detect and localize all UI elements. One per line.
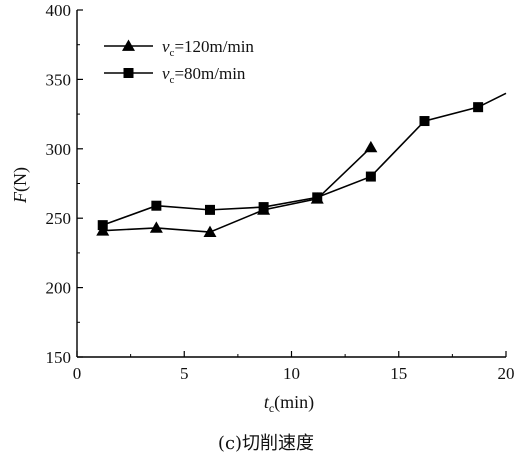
legend-entry: vc=120m/min: [104, 37, 254, 59]
data-point: [258, 202, 269, 213]
x-tick-label: 10: [283, 364, 300, 383]
y-tick-label: 300: [46, 140, 72, 159]
series-line: [102, 146, 372, 233]
data-point: [97, 220, 108, 231]
x-tick-label: 0: [73, 364, 82, 383]
legend-marker: [123, 68, 134, 78]
data-point: [149, 221, 163, 233]
legend-label: vc=80m/min: [162, 64, 246, 86]
legend-entry: vc=80m/min: [104, 64, 246, 86]
data-point: [312, 192, 323, 203]
y-tick-label: 150: [46, 348, 72, 367]
legend-label: vc=120m/min: [162, 37, 254, 59]
data-point: [151, 200, 162, 211]
axes: [76, 10, 506, 358]
legend: vc=120m/min vc=80m/min: [104, 37, 254, 86]
series-line: [102, 92, 507, 226]
data-point: [203, 225, 217, 237]
data-point: [365, 171, 376, 182]
y-axis-ticks: 150 200 250 300 350 400: [46, 1, 83, 367]
y-tick-label: 350: [46, 70, 72, 89]
figure-caption: (c)切削速度: [218, 433, 314, 454]
y-axis-label: F(N): [10, 167, 31, 204]
series-layer: [96, 92, 507, 237]
series-triangle: [96, 140, 378, 237]
data-point: [204, 204, 215, 215]
y-tick-label: 200: [46, 279, 72, 298]
x-tick-label: 5: [180, 364, 189, 383]
data-point: [473, 102, 484, 113]
legend-marker: [122, 39, 135, 51]
x-tick-label: 20: [498, 364, 515, 383]
y-tick-label: 250: [46, 209, 72, 228]
y-tick-label: 400: [46, 1, 72, 20]
x-axis-ticks: 0 5 10 15 20: [73, 351, 515, 383]
x-tick-label: 15: [390, 364, 407, 383]
series-square: [97, 92, 507, 231]
data-point: [419, 116, 430, 127]
data-point: [364, 140, 378, 153]
x-axis-label: tc(min): [264, 392, 314, 415]
